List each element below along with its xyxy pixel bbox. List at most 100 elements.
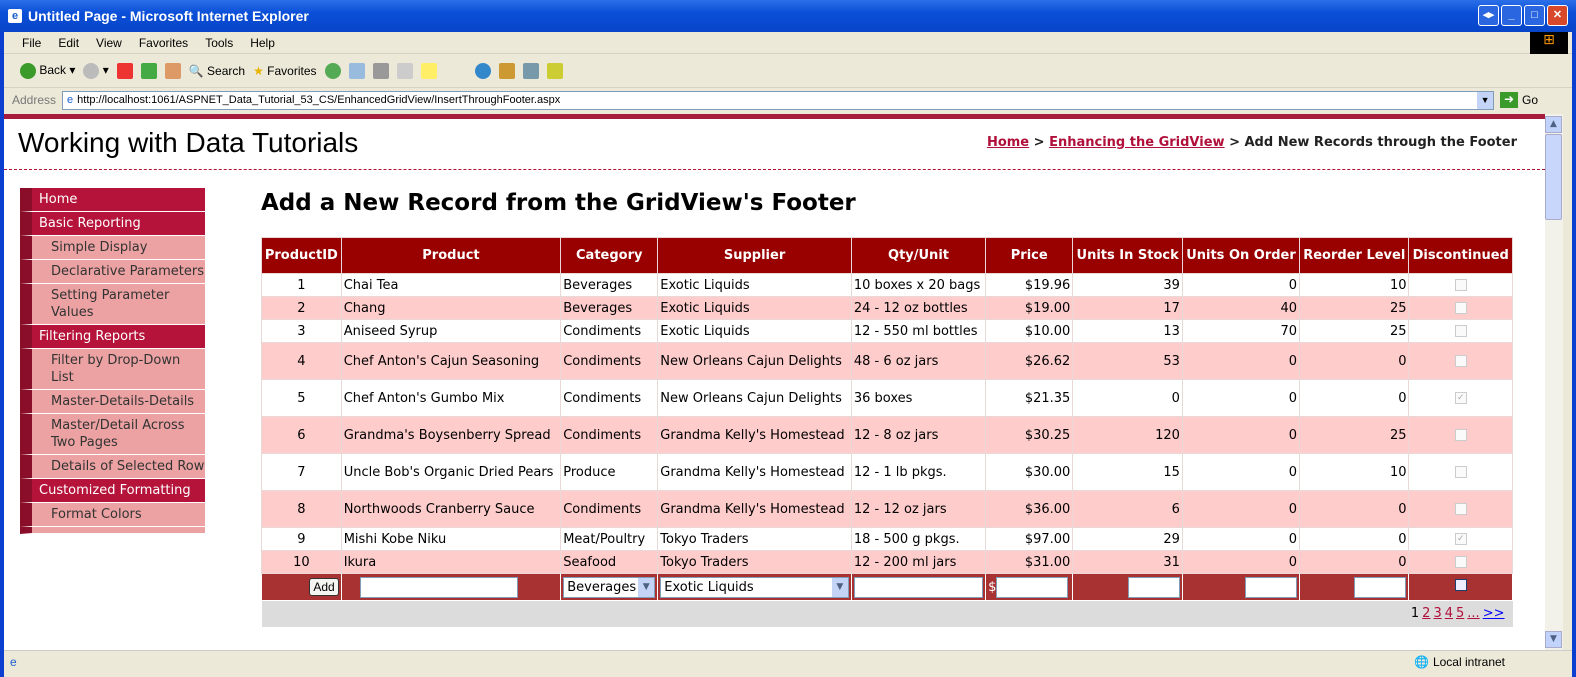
history-icon[interactable] [324, 62, 341, 79]
scroll-thumb[interactable] [1545, 134, 1562, 220]
forward-button[interactable]: ▾ [83, 62, 109, 79]
category-select[interactable]: Beverages ▼ [563, 576, 656, 598]
home-icon[interactable] [164, 62, 181, 79]
discuss-icon[interactable] [420, 62, 437, 79]
cell-price: $36.00 [985, 490, 1074, 528]
cell-units-on-order: 0 [1181, 527, 1301, 551]
scroll-down-icon[interactable]: ▼ [1545, 631, 1562, 648]
menu-edit[interactable]: Edit [58, 35, 80, 50]
refresh-icon[interactable] [140, 62, 157, 79]
currency-label: $ [988, 579, 997, 595]
cell-units-on-order: 0 [1181, 416, 1301, 454]
footer-cell [340, 573, 562, 601]
address-input[interactable]: e http://localhost:1061/ASPNET_Data_Tutor… [62, 90, 1495, 110]
menu-favorites[interactable]: Favorites [138, 35, 189, 50]
sidebar-item[interactable]: Simple Display [20, 236, 205, 260]
qty-per-unit-input[interactable] [853, 576, 984, 598]
menu-view[interactable]: View [96, 35, 122, 50]
discontinued-checkbox [1454, 556, 1467, 568]
table-row: 7 Uncle Bob's Organic Dried Pears Produce G… [261, 453, 1513, 491]
pager-link[interactable]: 2 [1422, 606, 1431, 622]
cell-qty-unit: 12 - 550 ml bottles [850, 319, 987, 343]
vertical-scrollbar[interactable]: ▲ ▼ [1545, 114, 1563, 650]
sidebar-item[interactable]: Filtering Reports [20, 325, 205, 349]
add-button[interactable]: Add [309, 578, 339, 596]
cell-units-in-stock: 6 [1072, 490, 1183, 528]
pager-link[interactable]: 3 [1433, 606, 1442, 622]
footer-cell [1181, 573, 1301, 601]
divider [4, 169, 1545, 170]
cell-category: Produce [560, 453, 659, 491]
discontinued-checkbox [1454, 325, 1467, 337]
back-button[interactable]: Back ▾ [20, 62, 75, 79]
cell-productid: 5 [261, 379, 342, 417]
sidebar-item[interactable]: Customized Formatting [20, 479, 205, 503]
mail-icon[interactable] [348, 62, 365, 79]
sidebar-item[interactable]: Basic Reporting [20, 212, 205, 236]
cell-discontinued [1408, 273, 1513, 297]
breadcrumb-section[interactable]: Enhancing the GridView [1049, 135, 1225, 150]
sidebar-item[interactable]: Declarative Parameters [20, 260, 205, 284]
menu-file[interactable]: File [22, 35, 42, 50]
back-icon [20, 62, 36, 79]
pager-link[interactable]: 4 [1444, 606, 1454, 622]
units-on-order-input[interactable] [1245, 576, 1298, 598]
pager-next[interactable]: >> [1482, 606, 1505, 622]
cell-supplier: Exotic Liquids [657, 273, 852, 297]
sidebar-item[interactable]: Filter by Drop-Down List [20, 349, 205, 390]
stop-icon[interactable] [116, 62, 133, 79]
cell-product: Ikura [340, 550, 562, 574]
cell-product: Chef Anton's Cajun Seasoning [340, 342, 562, 380]
sidebar-item[interactable]: Master/Detail Across Two Pages [20, 414, 205, 455]
research-icon[interactable] [498, 62, 515, 79]
sidebar-item[interactable]: Master-Details-Details [20, 390, 205, 414]
sidebar-item[interactable]: Details of Selected Row [20, 455, 205, 479]
pager-link[interactable]: ... [1467, 606, 1480, 622]
menu-help[interactable]: Help [250, 35, 275, 50]
chevron-down-icon[interactable]: ▼ [1477, 91, 1494, 109]
search-button[interactable]: 🔍 Search [188, 63, 246, 78]
tools-icon[interactable] [522, 62, 539, 79]
scroll-up-icon[interactable]: ▲ [1545, 116, 1562, 133]
pager-link[interactable]: 5 [1456, 606, 1465, 622]
cell-units-on-order: 0 [1181, 342, 1301, 380]
address-label: Address [12, 93, 57, 107]
addon-icon[interactable] [546, 62, 563, 79]
restore-icon[interactable]: ◂▸ [1478, 5, 1499, 26]
product-name-input[interactable] [359, 576, 518, 598]
sidebar-item[interactable]: Setting Parameter Values [20, 284, 205, 325]
supplier-select[interactable]: Exotic Liquids ▼ [660, 576, 849, 598]
discontinued-checkbox: ✓ [1454, 392, 1467, 404]
zone-label: Local intranet [1432, 654, 1505, 669]
cell-product: Northwoods Cranberry Sauce [340, 490, 562, 528]
discontinued-checkbox[interactable] [1454, 578, 1467, 591]
discontinued-checkbox [1454, 466, 1467, 478]
minimize-button[interactable]: _ [1501, 5, 1522, 26]
menu-tools[interactable]: Tools [205, 35, 234, 50]
close-button[interactable]: ✕ [1547, 5, 1568, 26]
cell-discontinued [1408, 342, 1513, 380]
go-arrow-icon: ➜ [1500, 92, 1519, 108]
print-icon[interactable] [372, 62, 389, 79]
sidebar-item[interactable]: Home [20, 188, 205, 212]
breadcrumb-home[interactable]: Home [986, 135, 1030, 150]
cell-qty-unit: 18 - 500 g pkgs. [850, 527, 987, 551]
favorites-button[interactable]: ★ Favorites [253, 63, 317, 78]
messenger-icon[interactable] [474, 62, 491, 79]
reorder-level-input[interactable] [1354, 576, 1407, 598]
footer-cell [1299, 573, 1410, 601]
discontinued-checkbox [1454, 279, 1467, 291]
edit-icon[interactable] [396, 62, 413, 79]
discontinued-checkbox [1454, 355, 1467, 367]
cell-price: $21.35 [985, 379, 1074, 417]
sidebar-item[interactable] [20, 527, 205, 534]
pager-current: 1 [1410, 606, 1420, 622]
go-button[interactable]: ➜ Go [1500, 92, 1538, 108]
maximize-button[interactable]: □ [1524, 5, 1545, 26]
sidebar-item[interactable]: Format Colors [20, 503, 205, 527]
cell-price: $97.00 [985, 527, 1074, 551]
cell-price: $19.00 [985, 296, 1074, 320]
cell-productid: 9 [261, 527, 342, 551]
units-in-stock-input[interactable] [1127, 576, 1180, 598]
price-input[interactable] [996, 576, 1069, 598]
